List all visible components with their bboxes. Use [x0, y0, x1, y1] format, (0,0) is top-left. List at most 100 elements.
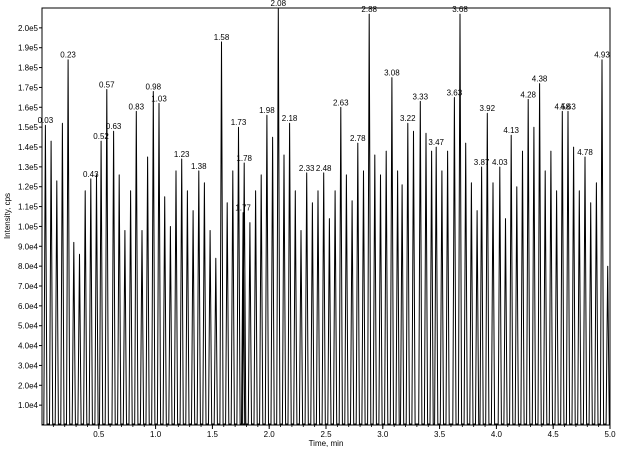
peak-apex — [215, 257, 217, 259]
y-axis-title: Intensity, cps — [3, 193, 12, 239]
y-tick-label: 1.6e5 — [18, 103, 39, 112]
peak-apex — [221, 41, 222, 43]
peak-apex — [561, 110, 563, 112]
y-tick-label: 4.0e4 — [18, 342, 39, 351]
peak-label: 0.52 — [93, 132, 109, 141]
peak-label: 2.88 — [361, 5, 377, 14]
y-tick-label: 1.9e5 — [18, 44, 39, 53]
peak-apex — [106, 89, 108, 90]
y-tick-label: 2.0e5 — [18, 24, 39, 33]
peak-apex — [306, 172, 308, 174]
peak-apex — [441, 170, 443, 172]
peak-apex — [272, 136, 273, 138]
x-tick-label: 1.5 — [207, 430, 219, 439]
x-tick-label: 2.0 — [264, 430, 276, 439]
peak-apex — [232, 170, 234, 172]
peak-apex — [243, 162, 245, 164]
peak-apex — [567, 110, 569, 112]
peak-label: 4.63 — [560, 102, 576, 111]
peak-label: 2.48 — [316, 164, 332, 173]
peak-apex — [374, 154, 376, 156]
peak-label: 2.18 — [282, 114, 298, 123]
peak-apex — [100, 140, 102, 142]
peak-apex — [397, 170, 398, 172]
peak-label: 3.08 — [384, 69, 400, 78]
peak-label: 3.87 — [474, 158, 490, 167]
peak-apex — [522, 150, 523, 152]
peak-apex — [539, 83, 540, 84]
y-tick-label: 8.0e4 — [18, 262, 39, 271]
y-tick-label: 1.3e5 — [18, 163, 39, 172]
peak-label: 0.63 — [106, 122, 122, 131]
peak-apex — [340, 106, 342, 108]
peak-label: 1.58 — [214, 33, 230, 42]
peak-apex — [499, 166, 501, 168]
y-tick-label: 1.7e5 — [18, 83, 39, 92]
x-tick-label: 1.0 — [150, 430, 162, 439]
peak-apex — [204, 182, 205, 184]
peak-apex — [334, 190, 336, 192]
peak-apex — [607, 265, 609, 267]
peak-apex — [596, 182, 597, 184]
peak-apex — [238, 126, 239, 128]
y-axis-ticks: 1.0e4 2.0e4 3.0e4 4.0e4 5.0e4 6.0e4 7.0e4 8.0e4… — [18, 24, 42, 410]
peak-label: 4.13 — [503, 126, 519, 135]
peak-label: 0.57 — [99, 80, 115, 89]
peak-apex — [454, 97, 455, 98]
peak-label: 1.38 — [191, 162, 207, 171]
peak-apex — [550, 150, 552, 152]
peak-apex — [465, 142, 467, 144]
peak-apex — [289, 122, 290, 124]
peak-label: 3.33 — [413, 92, 429, 101]
x-axis-ticks: 0.5 1.0 1.5 2.0 2.5 3.0 3.5 4.0 4.5 5.0 — [52, 425, 616, 439]
x-tick-label: 3.5 — [434, 430, 446, 439]
peak-apex — [380, 174, 381, 176]
peak-label: 2.08 — [271, 0, 287, 8]
peak-apex — [447, 150, 448, 152]
peak-apex — [152, 91, 154, 92]
peak-apex — [294, 190, 296, 192]
peak-label: 1.98 — [259, 106, 275, 115]
peak-apex — [573, 146, 574, 148]
peak-apex — [73, 241, 75, 243]
peak-label: 2.78 — [350, 134, 366, 143]
y-tick-label: 1.8e5 — [18, 64, 39, 73]
peak-apex — [601, 59, 603, 60]
peak-apex — [164, 196, 166, 198]
peak-label: 4.78 — [577, 148, 593, 157]
peak-apex — [312, 202, 313, 204]
x-tick-label: 0.5 — [93, 430, 105, 439]
peak-apex — [505, 218, 506, 219]
peak-apex — [158, 102, 160, 104]
y-tick-label: 9.0e4 — [18, 242, 39, 251]
peak-apex — [425, 132, 427, 134]
peak-label: 4.93 — [594, 51, 610, 60]
peak-apex — [79, 253, 80, 255]
peak-apex — [96, 174, 97, 176]
peak-label: 2.33 — [299, 164, 315, 173]
peak-label: 1.23 — [174, 150, 190, 159]
peak-label: 4.28 — [520, 90, 536, 99]
peak-label: 3.47 — [428, 138, 444, 147]
peak-label: 0.03 — [38, 116, 54, 125]
peak-apex — [471, 182, 472, 184]
peak-apex — [486, 112, 488, 114]
peak-apex — [363, 170, 364, 172]
peak-apex — [385, 150, 387, 152]
peak-apex — [476, 210, 478, 211]
peak-label: 0.43 — [83, 170, 99, 179]
peak-apex — [255, 190, 256, 192]
peak-apex — [187, 190, 188, 192]
peak-label: 0.23 — [60, 51, 76, 60]
y-tick-label: 1.1e5 — [18, 203, 39, 212]
peak-label: 4.58 — [555, 102, 571, 111]
peak-apex — [113, 130, 114, 132]
peak-apex — [401, 184, 403, 186]
peak-apex — [323, 172, 325, 174]
peak-apex — [175, 170, 177, 172]
peak-label: 3.22 — [400, 114, 416, 123]
peak-apex — [357, 142, 359, 144]
peak-apex — [198, 170, 200, 172]
peak-label: 0.83 — [129, 102, 145, 111]
x-axis-title: Time, min — [309, 439, 344, 448]
